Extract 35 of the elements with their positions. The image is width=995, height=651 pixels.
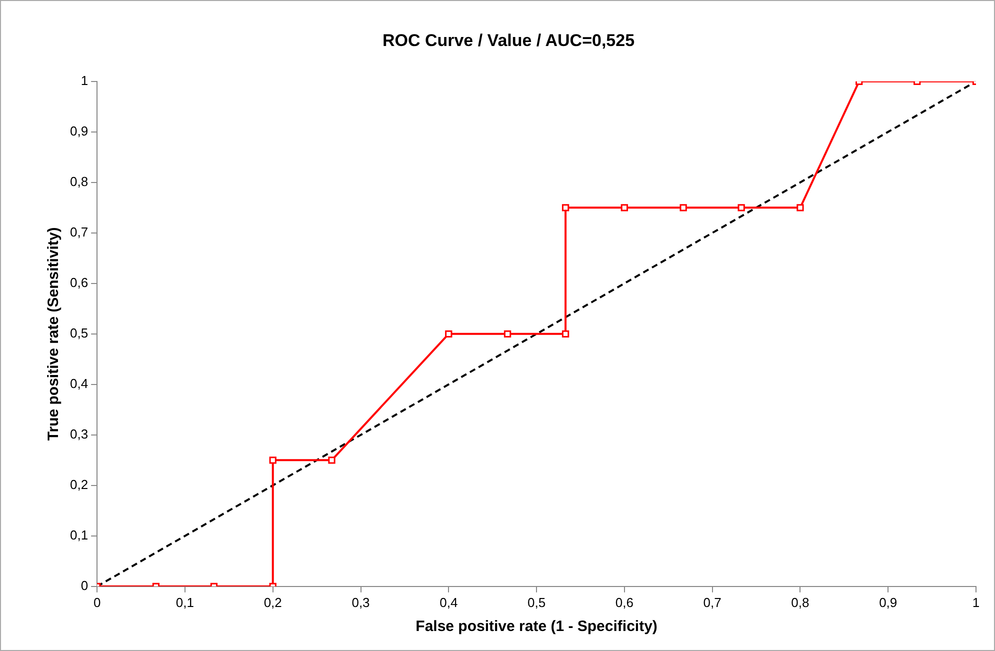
y-tick-label: 0	[80, 578, 88, 593]
x-tick-label: 1	[972, 594, 980, 610]
y-tick-label: 0,8	[70, 174, 88, 189]
y-tick-label: 0,7	[70, 224, 88, 240]
x-tick-label: 0,3	[352, 594, 370, 610]
x-tick-label: 0,4	[440, 594, 458, 610]
point	[562, 204, 570, 212]
y-axis-title: True positive rate (Sensitivity)	[45, 227, 62, 441]
y-tick-label: 1	[80, 72, 88, 88]
point	[269, 456, 276, 464]
x-tick-label: 0,5	[527, 594, 546, 610]
y-tick-label: 0,9	[70, 123, 88, 138]
x-tick-label: 0,1	[176, 594, 194, 610]
y-tick-label: 0,6	[70, 274, 88, 290]
x-tick-label: 0,7	[703, 594, 722, 610]
y-tick-label: 0,3	[70, 426, 88, 442]
x-tick-label: 0,8	[791, 594, 810, 610]
point	[680, 204, 687, 212]
y-tick-label: 0,4	[70, 376, 88, 391]
point	[562, 330, 570, 338]
x-axis-title: False positive rate (1 - Specificity)	[416, 618, 658, 636]
point	[620, 204, 628, 212]
x-tick-label: 0,9	[879, 594, 898, 610]
point	[796, 204, 804, 212]
point	[445, 330, 452, 338]
y-tick-label: 0,5	[70, 325, 88, 340]
point	[738, 204, 745, 212]
x-tick-label: 0	[93, 594, 101, 610]
y-tick-label: 0,1	[70, 527, 88, 542]
y-tick-label: 0,2	[70, 476, 88, 492]
x-tick-label: 0,6	[615, 594, 634, 610]
point	[328, 456, 336, 464]
chart-title: ROC Curve / Value / AUC=0,525	[382, 30, 635, 50]
point	[504, 330, 512, 338]
x-tick-label: 0,2	[264, 594, 282, 610]
